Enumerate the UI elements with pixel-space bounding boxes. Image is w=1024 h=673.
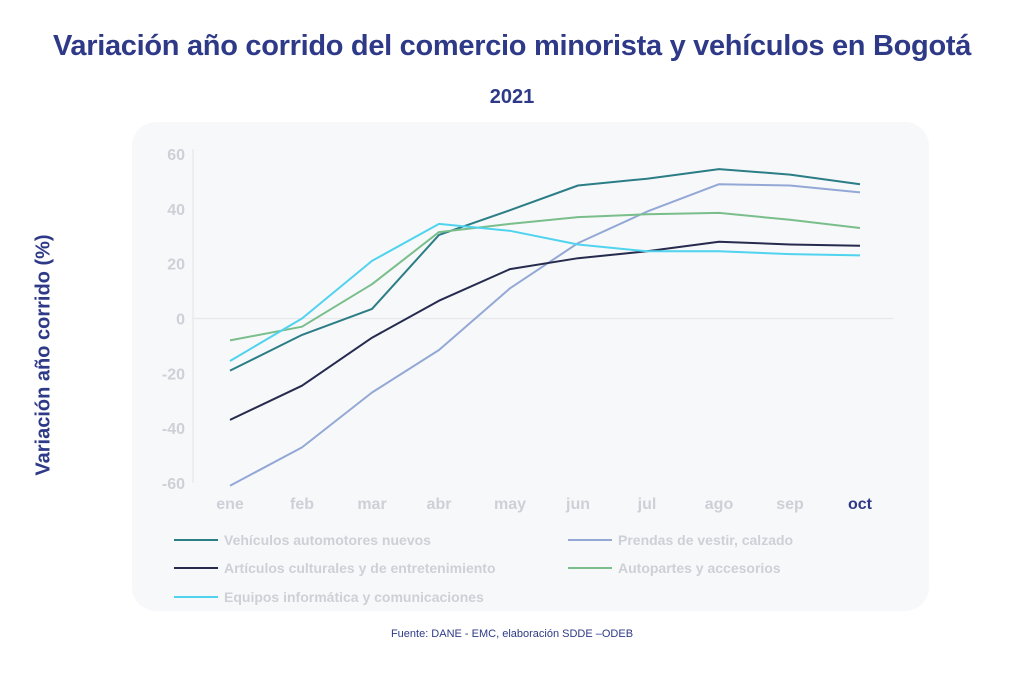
y-tick-label: -20 bbox=[162, 366, 185, 383]
series-line-1 bbox=[229, 168, 861, 372]
source-note: Fuente: DANE - EMC, elaboración SDDE –OD… bbox=[390, 628, 634, 640]
x-tick-label: ago bbox=[705, 496, 734, 513]
series-line-4 bbox=[229, 211, 861, 342]
x-tick-label: jun bbox=[565, 496, 590, 513]
legend-item: Autopartes y accesorios bbox=[568, 560, 781, 576]
legend-label: Equipos informática y comunicaciones bbox=[224, 589, 484, 605]
series-lines bbox=[229, 168, 861, 487]
x-tick-label: abr bbox=[427, 496, 452, 513]
series-line-5 bbox=[229, 222, 861, 362]
legend-label: Artículos culturales y de entretenimient… bbox=[224, 560, 496, 576]
legend-item: Artículos culturales y de entretenimient… bbox=[174, 560, 496, 576]
x-tick-label: feb bbox=[290, 496, 314, 513]
y-tick-label: 0 bbox=[176, 312, 185, 329]
legend-item: Prendas de vestir, calzado bbox=[568, 532, 793, 548]
series-line-2 bbox=[229, 183, 861, 487]
legend-item: Vehículos automotores nuevos bbox=[174, 532, 431, 548]
legend-label: Autopartes y accesorios bbox=[618, 560, 781, 576]
axes: 60 40 20 0 -20 -40 -60 ene feb mar abr may jun jul ago… bbox=[162, 147, 893, 513]
y-tick-label: 40 bbox=[167, 202, 185, 219]
y-tick-label: 20 bbox=[167, 257, 185, 274]
x-tick-label: jul bbox=[637, 496, 657, 513]
legend-item: Equipos informática y comunicaciones bbox=[174, 589, 484, 605]
chart-subtitle: 2021 bbox=[489, 86, 535, 108]
legend-label: Prendas de vestir, calzado bbox=[618, 532, 793, 548]
legend-label: Vehículos automotores nuevos bbox=[224, 532, 431, 548]
y-tick-label: 60 bbox=[167, 147, 185, 164]
x-tick-label: oct bbox=[848, 496, 873, 513]
chart-title: Variación año corrido del comercio minor… bbox=[52, 30, 972, 62]
x-tick-label: may bbox=[494, 496, 526, 513]
y-tick-label: -40 bbox=[162, 421, 185, 438]
x-tick-label: mar bbox=[357, 496, 386, 513]
y-tick-label: -60 bbox=[162, 476, 185, 493]
legend: Vehículos automotores nuevos Prendas de v… bbox=[174, 532, 793, 605]
x-tick-label: sep bbox=[776, 496, 804, 513]
series-line-3 bbox=[229, 240, 861, 421]
x-tick-label: ene bbox=[216, 496, 244, 513]
